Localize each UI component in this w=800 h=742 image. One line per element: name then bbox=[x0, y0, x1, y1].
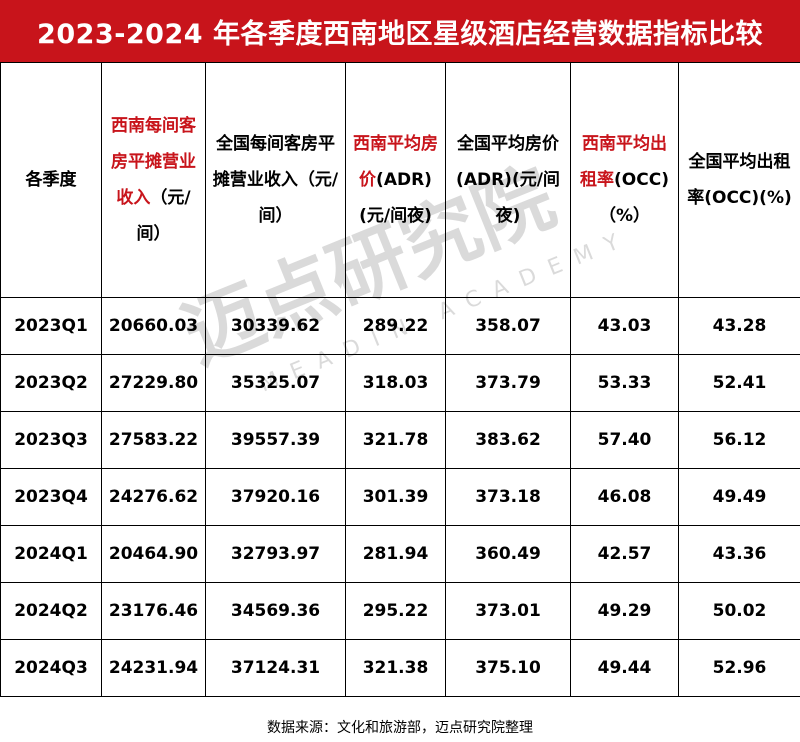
value-cell: 42.57 bbox=[570, 525, 679, 583]
value-cell: 321.38 bbox=[345, 639, 446, 697]
value-cell: 358.07 bbox=[445, 297, 571, 355]
quarter-cell: 2024Q2 bbox=[0, 582, 102, 640]
value-cell: 34569.36 bbox=[205, 582, 346, 640]
value-cell: 289.22 bbox=[345, 297, 446, 355]
table-row: 2023Q3 27583.22 39557.39 321.78 383.62 57.40 5… bbox=[0, 411, 800, 469]
table-body: 2023Q1 20660.03 30339.62 289.22 358.07 43.03 4… bbox=[0, 297, 800, 697]
value-cell: 24276.62 bbox=[101, 468, 206, 526]
data-source-note: 数据来源：文化和旅游部，迈点研究院整理 bbox=[267, 720, 533, 736]
value-cell: 281.94 bbox=[345, 525, 446, 583]
value-cell: 321.78 bbox=[345, 411, 446, 469]
table-row: 2023Q2 27229.80 35325.07 318.03 373.79 53.33 5… bbox=[0, 354, 800, 412]
value-cell: 373.18 bbox=[445, 468, 571, 526]
value-cell: 49.44 bbox=[570, 639, 679, 697]
value-cell: 318.03 bbox=[345, 354, 446, 412]
value-cell: 56.12 bbox=[678, 411, 800, 469]
value-cell: 49.29 bbox=[570, 582, 679, 640]
column-header-4: 全国平均房价(ADR)(元/间夜) bbox=[445, 62, 571, 298]
column-header-3: 西南平均房价(ADR)(元/间夜) bbox=[345, 62, 446, 298]
value-cell: 373.79 bbox=[445, 354, 571, 412]
value-cell: 20464.90 bbox=[101, 525, 206, 583]
quarter-cell: 2024Q3 bbox=[0, 639, 102, 697]
value-cell: 35325.07 bbox=[205, 354, 346, 412]
column-header-2: 全国每间客房平摊营业收入（元/间） bbox=[205, 62, 346, 298]
value-cell: 46.08 bbox=[570, 468, 679, 526]
column-header-1: 西南每间客房平摊营业收入（元/间） bbox=[101, 62, 206, 298]
quarter-cell: 2024Q1 bbox=[0, 525, 102, 583]
table-row: 2023Q1 20660.03 30339.62 289.22 358.07 43.03 4… bbox=[0, 297, 800, 355]
table-row: 2024Q3 24231.94 37124.31 321.38 375.10 49.44 5… bbox=[0, 639, 800, 697]
hotel-data-table: 各季度 西南每间客房平摊营业收入（元/间） 全国每间客房平摊营业收入（元/间） 西南平… bbox=[0, 62, 800, 697]
quarter-cell: 2023Q1 bbox=[0, 297, 102, 355]
value-cell: 24231.94 bbox=[101, 639, 206, 697]
value-cell: 373.01 bbox=[445, 582, 571, 640]
quarter-cell: 2023Q4 bbox=[0, 468, 102, 526]
value-cell: 27583.22 bbox=[101, 411, 206, 469]
value-cell: 43.28 bbox=[678, 297, 800, 355]
column-header-5: 西南平均出租率(OCC)（%） bbox=[570, 62, 679, 298]
value-cell: 52.41 bbox=[678, 354, 800, 412]
value-cell: 23176.46 bbox=[101, 582, 206, 640]
value-cell: 301.39 bbox=[345, 468, 446, 526]
quarter-cell: 2023Q2 bbox=[0, 354, 102, 412]
value-cell: 43.03 bbox=[570, 297, 679, 355]
value-cell: 20660.03 bbox=[101, 297, 206, 355]
quarter-cell: 2023Q3 bbox=[0, 411, 102, 469]
table-row: 2024Q1 20464.90 32793.97 281.94 360.49 42.57 4… bbox=[0, 525, 800, 583]
value-cell: 57.40 bbox=[570, 411, 679, 469]
table-row: 2023Q4 24276.62 37920.16 301.39 373.18 46.08 4… bbox=[0, 468, 800, 526]
value-cell: 375.10 bbox=[445, 639, 571, 697]
table-row: 2024Q2 23176.46 34569.36 295.22 373.01 49.29 5… bbox=[0, 582, 800, 640]
value-cell: 27229.80 bbox=[101, 354, 206, 412]
header-row: 各季度 西南每间客房平摊营业收入（元/间） 全国每间客房平摊营业收入（元/间） 西南平… bbox=[0, 62, 800, 298]
column-header-0: 各季度 bbox=[0, 62, 102, 298]
value-cell: 37920.16 bbox=[205, 468, 346, 526]
value-cell: 50.02 bbox=[678, 582, 800, 640]
table-title: 2023-2024 年各季度西南地区星级酒店经营数据指标比较 bbox=[0, 0, 800, 62]
value-cell: 383.62 bbox=[445, 411, 571, 469]
value-cell: 53.33 bbox=[570, 354, 679, 412]
value-cell: 295.22 bbox=[345, 582, 446, 640]
value-cell: 30339.62 bbox=[205, 297, 346, 355]
value-cell: 32793.97 bbox=[205, 525, 346, 583]
value-cell: 39557.39 bbox=[205, 411, 346, 469]
value-cell: 49.49 bbox=[678, 468, 800, 526]
column-header-6: 全国平均出租率(OCC)(%) bbox=[678, 62, 800, 298]
value-cell: 360.49 bbox=[445, 525, 571, 583]
value-cell: 37124.31 bbox=[205, 639, 346, 697]
value-cell: 52.96 bbox=[678, 639, 800, 697]
value-cell: 43.36 bbox=[678, 525, 800, 583]
